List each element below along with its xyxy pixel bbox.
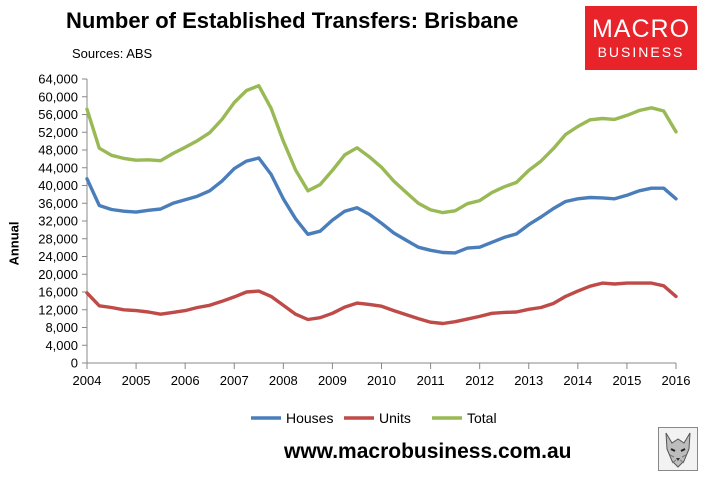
y-tick-label: 32,000 (38, 214, 78, 229)
series-line-units (85, 281, 678, 326)
series-line-houses (85, 156, 678, 255)
y-tick-label: 44,000 (38, 160, 78, 175)
y-tick-label: 4,000 (45, 338, 78, 353)
y-tick-label: 52,000 (38, 125, 78, 140)
sources-note: Sources: ABS (72, 46, 153, 61)
x-tick-label: 2014 (563, 373, 592, 388)
x-tick-label: 2005 (122, 373, 151, 388)
x-tick-label: 2015 (612, 373, 641, 388)
y-tick-label: 60,000 (38, 89, 78, 104)
y-tick-label: 16,000 (38, 285, 78, 300)
y-tick-label: 24,000 (38, 249, 78, 264)
macrobusiness-logo: MACRO BUSINESS (585, 6, 697, 70)
y-tick-label: 0 (71, 356, 78, 371)
logo-line-1: MACRO (591, 15, 691, 43)
y-tick-label: 48,000 (38, 143, 78, 158)
y-tick-label: 40,000 (38, 178, 78, 193)
x-tick-label: 2010 (367, 373, 396, 388)
x-tick-label: 2013 (514, 373, 543, 388)
y-tick-label: 56,000 (38, 107, 78, 122)
y-tick-label: 36,000 (38, 196, 78, 211)
series-line-total (85, 83, 678, 215)
x-tick-label: 2006 (171, 373, 200, 388)
y-tick-label: 8,000 (45, 320, 78, 335)
x-tick-label: 2009 (318, 373, 347, 388)
website-url: www.macrobusiness.com.au (284, 440, 572, 463)
x-tick-label: 2004 (73, 373, 102, 388)
x-tick-label: 2011 (417, 373, 445, 388)
chart-title: Number of Established Transfers: Brisban… (66, 8, 519, 33)
wolf-icon (658, 427, 698, 471)
x-tick-label: 2008 (269, 373, 298, 388)
y-tick-label: 64,000 (38, 72, 78, 87)
legend-label-units: Units (379, 410, 411, 426)
logo-line-2: BUSINESS (597, 44, 685, 60)
legend-label-total: Total (467, 410, 497, 426)
x-tick-label: 2012 (465, 373, 494, 388)
x-tick-label: 2007 (220, 373, 249, 388)
legend-label-houses: Houses (286, 410, 333, 426)
y-tick-label: 12,000 (38, 302, 78, 317)
y-tick-label: 20,000 (38, 267, 78, 282)
x-tick-label: 2016 (662, 373, 691, 388)
y-tick-label: 28,000 (38, 231, 78, 246)
